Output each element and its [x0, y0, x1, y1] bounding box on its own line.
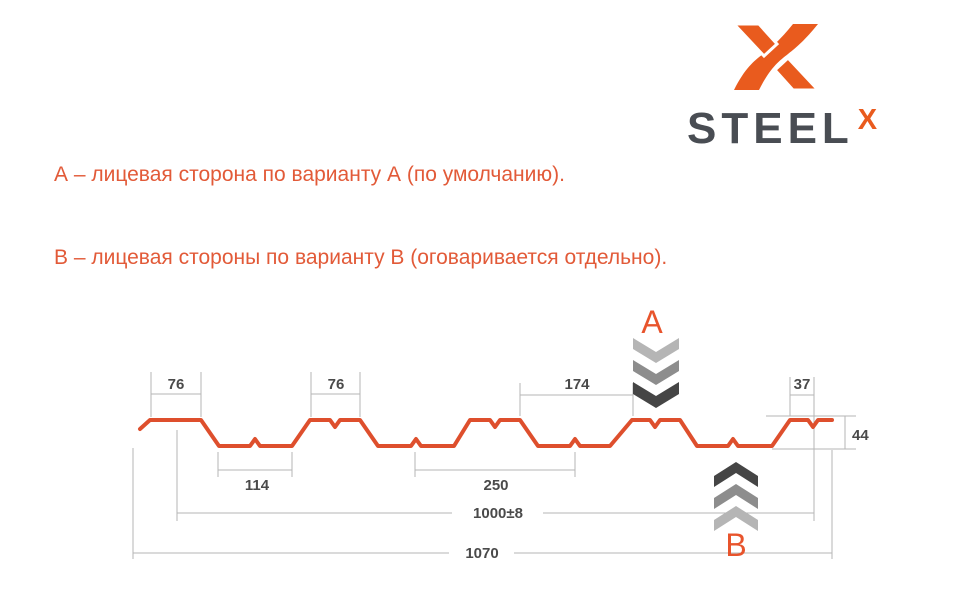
x-arm-top-left: [732, 24, 780, 59]
dimension-lines: [132, 372, 856, 559]
brand-wordmark-text: STEEL: [687, 104, 854, 153]
x-arm-bottom-right: [772, 55, 820, 90]
dim-rib-pitch: 250: [483, 477, 508, 494]
dim-trough: 114: [245, 477, 270, 494]
dim-crest-pitch: 174: [564, 376, 590, 393]
dim-height: 44: [852, 427, 869, 444]
brand-wordmark: STEEL X: [687, 104, 927, 156]
dim-crest1: 76: [168, 376, 185, 393]
dim-useful-width: 1000±8: [473, 505, 523, 522]
steelx-ribbon-x-icon: [732, 24, 820, 90]
dim-edge: 37: [794, 376, 811, 393]
variant-a-chevron-down-icon: [633, 338, 679, 408]
dimension-texts: 76 76 174 37 44 114 250 1000±8 1070: [168, 376, 870, 562]
note-variant-b: В – лицевая стороны по варианту В (огова…: [54, 246, 668, 269]
brand-wordmark-sup-x: X: [857, 104, 878, 136]
variant-a-label: А: [641, 304, 663, 340]
note-variant-a: А – лицевая сторона по варианту А (по ум…: [54, 163, 565, 186]
x-ribbon-diagonal: [734, 24, 818, 90]
dim-overall-width: 1070: [465, 545, 498, 562]
variant-b-chevron-up-icon: [714, 462, 758, 531]
sheet-profile-outline: [138, 418, 834, 448]
variant-b-label: В: [725, 527, 746, 563]
dim-crest2: 76: [328, 376, 345, 393]
